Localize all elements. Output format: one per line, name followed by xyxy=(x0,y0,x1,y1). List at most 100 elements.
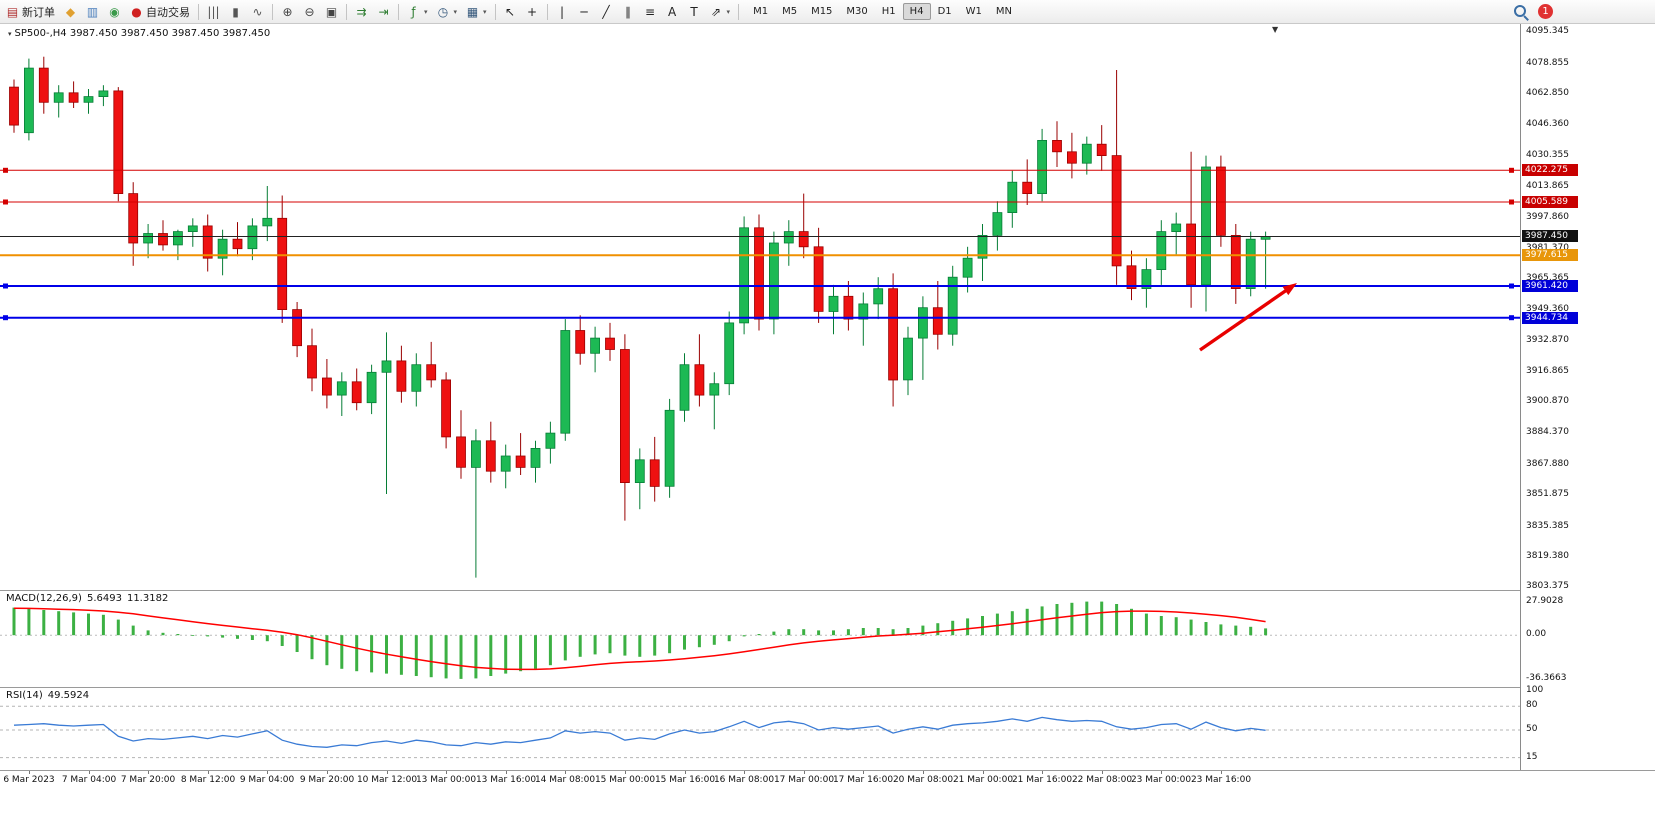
timeframe-mn[interactable]: MN xyxy=(995,6,1012,17)
price-tick-label: 3819.380 xyxy=(1526,551,1569,561)
bars-chart-type-button[interactable]: ||| xyxy=(203,3,224,21)
timeframe-m1[interactable]: M1 xyxy=(753,6,769,17)
dropdown-caret-icon[interactable]: ▾ xyxy=(453,7,458,16)
new-order-button-label: 新订单 xyxy=(22,5,55,19)
autotrading-button[interactable]: ● 自动交易 xyxy=(126,2,194,22)
equidistant-channel-button[interactable]: ∥ xyxy=(618,3,639,21)
horizontal-line-button[interactable]: ─ xyxy=(574,3,595,21)
macd-panel: MACD(12,26,9) 5.6493 11.3182 xyxy=(0,590,1655,687)
candle xyxy=(739,216,749,335)
cursor-button[interactable]: ↖ xyxy=(500,3,521,21)
dropdown-caret-icon[interactable]: ▾ xyxy=(726,7,731,16)
metaquotes-app-icon-button[interactable]: ◆ xyxy=(60,3,81,21)
timeframe-d1[interactable]: D1 xyxy=(937,6,952,17)
chart-shift-marker-icon[interactable]: ▼ xyxy=(1272,25,1279,34)
text-label-icon: T xyxy=(690,4,698,19)
candle xyxy=(217,229,228,276)
resistance-line-2-handle[interactable] xyxy=(3,199,8,205)
support-line-2-handle[interactable] xyxy=(1509,315,1514,321)
candle xyxy=(23,58,34,141)
candle xyxy=(232,222,243,257)
time-tick xyxy=(29,771,30,774)
timeframe-h1[interactable]: H1 xyxy=(881,6,896,17)
support-line-1-handle[interactable] xyxy=(3,283,8,289)
tile-windows-button[interactable]: ▣ xyxy=(321,3,342,21)
macd-tick-label: 27.9028 xyxy=(1526,596,1564,606)
candle xyxy=(888,273,898,407)
candles-chart-type-icon: ▮ xyxy=(232,4,239,19)
dropdown-caret-icon[interactable]: ▾ xyxy=(424,7,428,16)
price-tick-label: 3851.875 xyxy=(1526,489,1569,499)
macd-chart[interactable] xyxy=(0,592,1520,688)
timeframe-m30[interactable]: M30 xyxy=(846,6,868,17)
arrows-button[interactable]: ⇗ ▾ xyxy=(706,3,735,21)
time-axis-label: 21 Mar 16:00 xyxy=(1011,775,1073,785)
time-axis[interactable]: 6 Mar 2023 7 Mar 04:00 7 Mar 20:00 8 Mar 12… xyxy=(0,770,1655,791)
collapse-triangle-icon[interactable]: ▾ xyxy=(8,30,12,38)
price-chart[interactable] xyxy=(0,24,1520,590)
timeframe-m5[interactable]: M5 xyxy=(782,6,798,17)
candles xyxy=(9,56,1271,578)
candle xyxy=(992,201,1003,251)
notification-badge[interactable]: 1 xyxy=(1538,4,1553,19)
support-line-2-handle[interactable] xyxy=(3,315,8,321)
resistance-line-1-handle[interactable] xyxy=(3,167,8,173)
dropdown-caret-icon[interactable]: ▾ xyxy=(483,7,487,16)
fibonacci-button[interactable]: ≡ xyxy=(640,3,661,21)
candle xyxy=(1007,170,1018,228)
candle xyxy=(694,334,705,407)
vertical-line-button[interactable]: | xyxy=(552,3,573,21)
auto-scroll-button[interactable]: ⇉ xyxy=(351,3,372,21)
crosshair-button[interactable]: + xyxy=(522,3,543,21)
candle xyxy=(1141,258,1152,308)
text-label-button[interactable]: T xyxy=(684,3,705,21)
resistance-line-1-handle[interactable] xyxy=(1509,167,1514,173)
timeframe-m15[interactable]: M15 xyxy=(811,6,833,17)
candle xyxy=(292,302,303,358)
current-price-badge: 3987.450 xyxy=(1522,230,1578,242)
rsi-axis[interactable]: 100 80 50 15 xyxy=(1521,685,1655,770)
trendline-button[interactable]: ╱ xyxy=(596,3,617,21)
time-tick xyxy=(506,771,507,774)
time-axis-label: 6 Mar 2023 xyxy=(3,775,55,785)
chart-title: ▾ SP500-,H4 3987.450 3987.450 3987.450 39… xyxy=(8,28,270,39)
candle xyxy=(411,353,422,407)
candle xyxy=(143,224,154,259)
new-order-button[interactable]: ▤ 新订单 xyxy=(2,2,59,22)
time-axis-label: 13 Mar 00:00 xyxy=(415,775,477,785)
trend-arrow-annotation[interactable] xyxy=(1199,283,1297,352)
candle xyxy=(262,186,273,242)
zoom-in-button[interactable]: ⊕ xyxy=(277,3,298,21)
line-chart-type-button[interactable]: ∿ xyxy=(247,3,268,21)
periods-button[interactable]: ◷ ▾ xyxy=(433,3,462,21)
candle xyxy=(1022,159,1033,205)
market-watch-icon-button[interactable]: ▥ xyxy=(82,3,103,21)
periods-icon: ◷ xyxy=(437,4,449,19)
macd-axis[interactable]: 27.9028 0.00 -36.3663 xyxy=(1521,590,1655,687)
price-axis[interactable]: 4095.345 4078.855 4062.850 4046.360 4030.355… xyxy=(1521,24,1655,591)
chart-shift-button[interactable]: ⇥ xyxy=(373,3,394,21)
community-icon-button[interactable]: ◉ xyxy=(104,3,125,21)
templates-button[interactable]: ▦ ▾ xyxy=(462,3,491,21)
zoom-in-icon: ⊕ xyxy=(282,4,293,19)
timeframe-h4[interactable]: H4 xyxy=(902,3,931,20)
zoom-out-button[interactable]: ⊖ xyxy=(299,3,320,21)
text-button[interactable]: A xyxy=(662,3,683,21)
price-tick-label: 3803.375 xyxy=(1526,581,1569,591)
candle xyxy=(321,359,332,409)
rsi-tick-label: 80 xyxy=(1526,700,1538,710)
price-tick-label: 3900.870 xyxy=(1526,396,1569,406)
templates-icon: ▦ xyxy=(466,4,479,19)
timeframe-w1[interactable]: W1 xyxy=(965,6,982,17)
timeframe-toolbar: M1 M5 M15 M30 H1 H4 D1 W1 MN xyxy=(746,3,1019,20)
search-icon[interactable] xyxy=(1512,3,1529,20)
indicators-button[interactable]: ƒ ▾ xyxy=(403,3,432,21)
support-line-1-handle[interactable] xyxy=(1509,283,1514,289)
price-tick-label: 3916.865 xyxy=(1526,366,1569,376)
candles-chart-type-button[interactable]: ▮ xyxy=(225,3,246,21)
candle xyxy=(187,218,198,247)
time-tick xyxy=(863,771,864,774)
macd-signal-line xyxy=(13,607,1266,671)
rsi-chart[interactable] xyxy=(0,689,1520,771)
resistance-line-2-handle[interactable] xyxy=(1509,199,1514,205)
